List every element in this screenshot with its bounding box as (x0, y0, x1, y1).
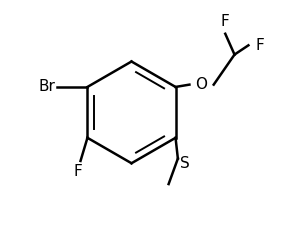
Text: F: F (221, 14, 230, 29)
Text: Br: Br (38, 79, 55, 95)
Text: S: S (180, 156, 190, 171)
Text: F: F (74, 165, 82, 179)
Text: F: F (255, 38, 264, 53)
Text: O: O (195, 77, 207, 92)
